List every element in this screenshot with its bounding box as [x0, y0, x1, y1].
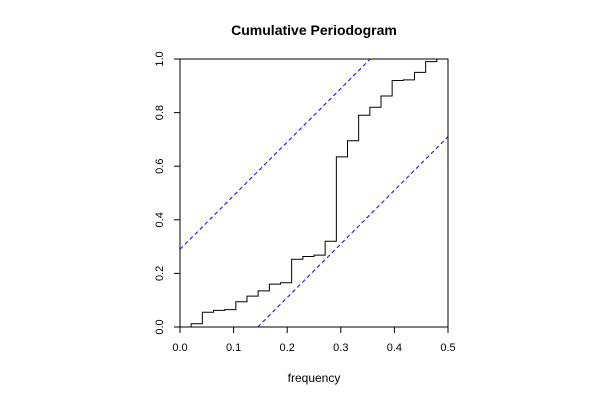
y-tick-label: 0.8 [154, 105, 166, 120]
plot-frame [179, 58, 449, 328]
x-tick-label: 0.3 [333, 342, 348, 354]
y-tick-label: 0.4 [154, 212, 166, 227]
x-tick-label: 0.1 [226, 342, 241, 354]
y-axis: 0.0 0.2 0.4 0.6 0.8 1.0 [154, 51, 180, 335]
y-tick-label: 1.0 [154, 51, 166, 66]
y-tick-label: 0.6 [154, 159, 166, 174]
cumulative-periodogram-step-line [180, 58, 448, 328]
x-axis: 0.0 0.1 0.2 0.3 0.4 0.5 [172, 327, 456, 354]
lower-confidence-band [257, 136, 449, 328]
x-tick-label: 0.2 [280, 342, 295, 354]
x-tick-label: 0.4 [387, 342, 402, 354]
chart-title: Cumulative Periodogram [231, 22, 397, 38]
plot-series [179, 58, 449, 328]
x-axis-label: frequency [288, 371, 341, 385]
y-tick-label: 0.2 [154, 266, 166, 281]
x-tick-label: 0.0 [172, 342, 187, 354]
x-tick-label: 0.5 [440, 342, 455, 354]
upper-confidence-band [179, 58, 371, 250]
y-tick-label: 0.0 [154, 319, 166, 334]
